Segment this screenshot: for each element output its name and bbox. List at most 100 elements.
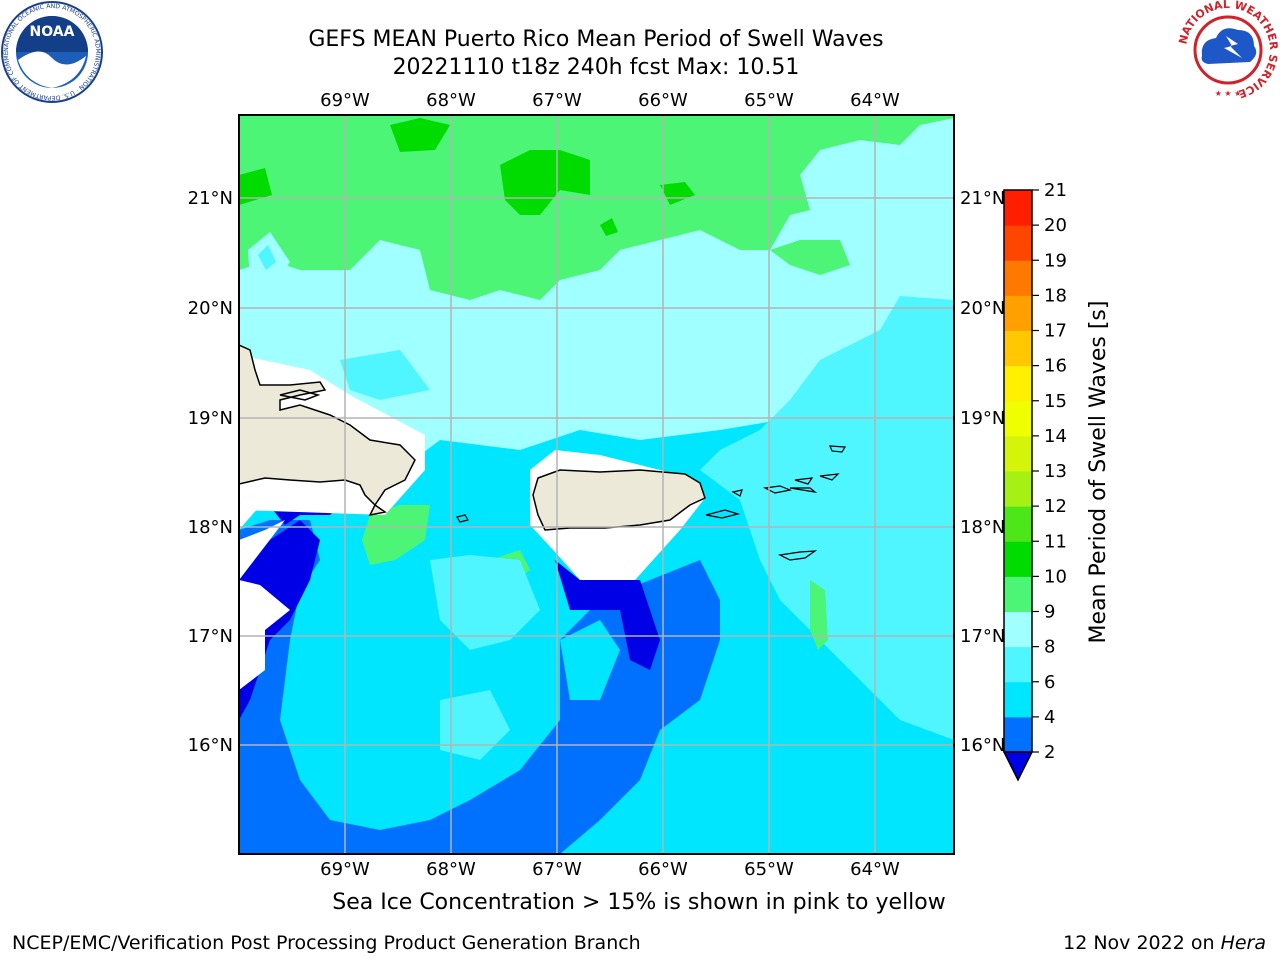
colorbar-tick-label: 14 [1044, 426, 1067, 447]
colorbar-extend-triangle [1002, 751, 1034, 782]
lon-label-bottom: 67°W [532, 859, 582, 880]
colorbar-swatch [1004, 681, 1032, 718]
lat-label-left: 17°N [188, 626, 233, 647]
colorbar-tick-label: 16 [1044, 356, 1067, 377]
noaa-logo: NATIONAL OCEANIC AND ATMOSPHERIC ADMINIS… [0, 0, 103, 103]
colorbar-swatch [1004, 506, 1032, 542]
chart-title-line1: GEFS MEAN Puerto Rico Mean Period of Swe… [308, 27, 884, 52]
chart-title-line2: 20221110 t18z 240h fcst Max: 10.51 [392, 55, 800, 80]
hispaniola-land [239, 344, 416, 517]
noaa-wordmark: NOAA [30, 24, 75, 40]
lat-label-left: 19°N [188, 408, 233, 429]
lat-label-left: 16°N [188, 735, 233, 756]
colorbar-swatch [1004, 400, 1032, 437]
colorbar-swatch [1004, 541, 1032, 577]
lat-label-right: 20°N [960, 298, 1005, 319]
colorbar-tick-label: 15 [1044, 391, 1067, 412]
contour-6-8s-hole [258, 245, 276, 270]
colorbar-swatch [1004, 576, 1032, 612]
lat-label-left: 18°N [188, 517, 233, 538]
contour-10-11s-b [390, 118, 450, 152]
lat-label-right: 18°N [960, 517, 1005, 538]
puerto-rico-land [532, 469, 706, 531]
colorbar-tick-label: 17 [1044, 321, 1067, 342]
colorbar-swatch [1004, 295, 1032, 331]
lon-label-bottom: 68°W [426, 859, 476, 880]
colorbar-swatch [1004, 646, 1032, 683]
contour-6-8s-south3 [290, 650, 500, 800]
contour-9-10s-south [362, 505, 430, 565]
colorbar-swatch [1004, 330, 1032, 367]
footer-credit: NCEP/EMC/Verification Post Processing Pr… [12, 932, 641, 954]
contour-9-10s-north [239, 115, 954, 300]
colorbar-swatch [1004, 225, 1032, 261]
lat-label-right: 19°N [960, 408, 1005, 429]
colorbar-tick-label: 19 [1044, 250, 1067, 271]
lat-labels-left: 21°N 20°N 19°N 18°N 17°N 16°N [188, 188, 233, 756]
colorbar-tick-label: 4 [1044, 707, 1055, 728]
nws-stars: ★ ★ ★ [1215, 89, 1242, 98]
lon-label-top: 69°W [320, 90, 370, 111]
footer-host: Hera [1220, 932, 1266, 954]
lon-label-bottom: 69°W [320, 859, 370, 880]
colorbar-tick-label: 2 [1044, 742, 1055, 763]
contour-6-8s-south [430, 555, 540, 650]
footer-date: 12 Nov 2022 on Hera [1063, 932, 1266, 954]
lat-label-right: 17°N [960, 626, 1005, 647]
cloud-icon [1201, 28, 1257, 64]
lat-label-right: 16°N [960, 735, 1005, 756]
contour-6-8s-south4 [440, 690, 510, 760]
colorbar-tick-label: 9 [1044, 602, 1055, 623]
lon-label-top: 64°W [850, 90, 900, 111]
colorbar-tick-label: 12 [1044, 496, 1067, 517]
footer-date-text: 12 Nov 2022 on [1063, 932, 1215, 954]
colorbar-tick-label: 8 [1044, 637, 1055, 658]
lat-labels-right: 21°N 20°N 19°N 18°N 17°N 16°N [960, 188, 1005, 756]
contour-2-4s-c [555, 560, 660, 670]
nodata-patch-c [239, 580, 290, 690]
lat-label-left: 21°N [188, 188, 233, 209]
lon-label-top: 66°W [638, 90, 688, 111]
colorbar-tick-label: 21 [1044, 180, 1067, 201]
colorbar-swatch [1004, 190, 1032, 226]
lon-label-top: 65°W [744, 90, 794, 111]
st-croix-island [778, 550, 818, 561]
nws-logo: NATIONAL WEATHER SERVICE ★ ★ ★ [1178, 0, 1278, 100]
lon-label-bottom: 65°W [744, 859, 794, 880]
contour-9-10s-lesser [810, 580, 828, 650]
contour-10-11s-e [600, 218, 618, 236]
lon-label-bottom: 66°W [638, 859, 688, 880]
map-panel [239, 115, 954, 854]
lat-label-left: 20°N [188, 298, 233, 319]
contour-6-8s-east [700, 296, 954, 740]
contour-6-8s-west [340, 350, 430, 400]
colorbar-swatch [1004, 260, 1032, 296]
lon-label-bottom: 64°W [850, 859, 900, 880]
sea-ice-note: Sea Ice Concentration > 15% is shown in … [332, 890, 946, 915]
vieques-island [705, 509, 741, 519]
contour-10-11s-c [239, 168, 272, 205]
contour-6-8s-south2 [560, 620, 620, 700]
colorbar-swatch [1004, 471, 1032, 507]
colorbar-label: Mean Period of Swell Waves [s] [1086, 301, 1111, 644]
virgin-islands [731, 445, 847, 497]
seagull-icon [18, 51, 86, 88]
colorbar-tick-label: 11 [1044, 531, 1067, 552]
colorbar-tick-label: 13 [1044, 461, 1067, 482]
lon-label-top: 67°W [532, 90, 582, 111]
nodata-patch-b [239, 520, 285, 580]
colorbar-tick-label: 10 [1044, 566, 1067, 587]
colorbar-swatch [1004, 365, 1032, 402]
colorbar-swatch [1004, 435, 1032, 472]
lon-label-top: 68°W [426, 90, 476, 111]
map-gridlines [239, 115, 954, 854]
lat-label-right: 21°N [960, 188, 1005, 209]
colorbar-swatch [1004, 611, 1032, 648]
map-frame [238, 114, 955, 855]
contour-10-11s-d [660, 182, 695, 205]
colorbar-swatch [1004, 716, 1032, 753]
colorbar: 2 4 6 8 9 10 11 12 13 14 15 16 17 18 19 20 21 [1002, 180, 1067, 782]
lon-labels-bottom: 69°W 68°W 67°W 66°W 65°W 64°W [320, 859, 900, 880]
mona-island [456, 514, 469, 523]
